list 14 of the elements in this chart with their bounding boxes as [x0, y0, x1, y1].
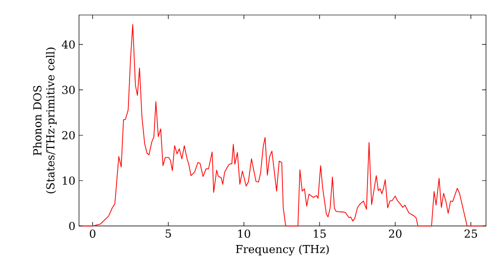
x-tick-label: 25: [464, 230, 478, 238]
x-tick-label: 10: [238, 230, 250, 238]
x-tick-label: 5: [166, 230, 171, 238]
line-series: [82, 24, 484, 226]
y-tick-label: 0: [69, 222, 75, 230]
y-tick-label: 40: [62, 40, 75, 49]
y-tick-label: 10: [62, 176, 75, 185]
y-tick-label: 30: [62, 86, 75, 94]
y-tick-label: 20: [62, 131, 75, 140]
x-tick-label: 20: [388, 230, 402, 238]
x-tick-label: 15: [314, 230, 326, 238]
x-axis-title: Frequency (THz): [236, 244, 329, 256]
x-tick-label: 0: [90, 230, 96, 238]
y-axis-title: Phonon DOS (States/THz·primitive cell): [32, 48, 57, 194]
